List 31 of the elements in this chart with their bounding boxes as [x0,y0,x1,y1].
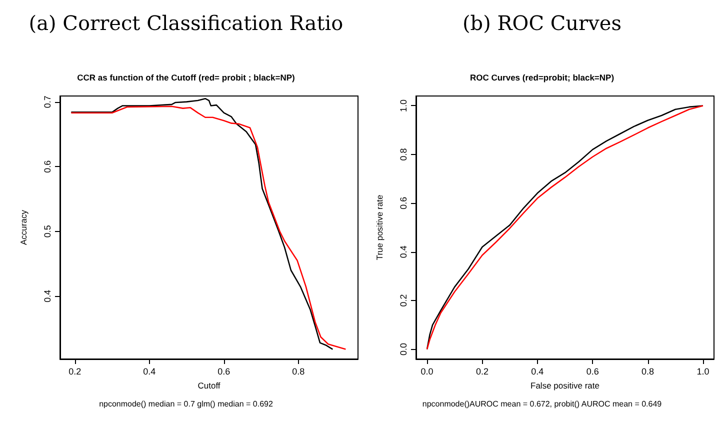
x-tick-label: 0.4 [143,366,156,376]
chart-subtitle: CCR as function of the Cutoff (red= probit ; black=NP) [77,72,296,82]
chart-subtitle: ROC Curves (red=probit; black=NP) [470,72,614,82]
y-tick-label: 0.6 [42,160,52,173]
y-tick-label: 0.4 [42,290,52,302]
y-axis-title: Accuracy [18,209,28,245]
x-tick-label: 0.6 [586,366,599,376]
x-tick-label: 0.4 [531,366,544,376]
line-series [426,105,704,350]
y-tick-label: 0.7 [42,96,52,108]
text: npconmode()AUROC mean = 0.672, probit() AUROC mean = 0.649 [422,400,662,408]
x-tick-label: 0.6 [218,366,230,376]
chart-title: (b) ROC Curves [462,11,622,35]
x-axis-title: False positive rate [530,380,600,390]
y-axis-title: True positive rate [374,194,384,260]
x-tick-label: 0.2 [68,366,82,376]
y-tick-label: 0.5 [42,225,52,238]
x-axis-title: Cutoff [198,380,221,390]
y-tick-label: 0.6 [398,196,408,210]
chart-title: (a) Correct Classification Ratio [28,11,344,35]
y-tick-label: 0.8 [398,148,408,161]
x-tick-label: 0.8 [642,366,654,376]
y-tick-label: 0.2 [398,294,408,307]
x-tick-label: 0.2 [476,366,488,376]
x-tick-label: 0.0 [420,366,434,376]
x-tick-label: 1.0 [696,366,710,376]
y-tick-label: 0.4 [398,246,408,258]
y-tick-label: 1.0 [398,99,408,112]
x-tick-label: 0.8 [292,366,305,376]
y-tick-label: 0.0 [398,343,408,356]
text: npconmode() median = 0.7 glm() median = 0.692 [99,400,274,408]
